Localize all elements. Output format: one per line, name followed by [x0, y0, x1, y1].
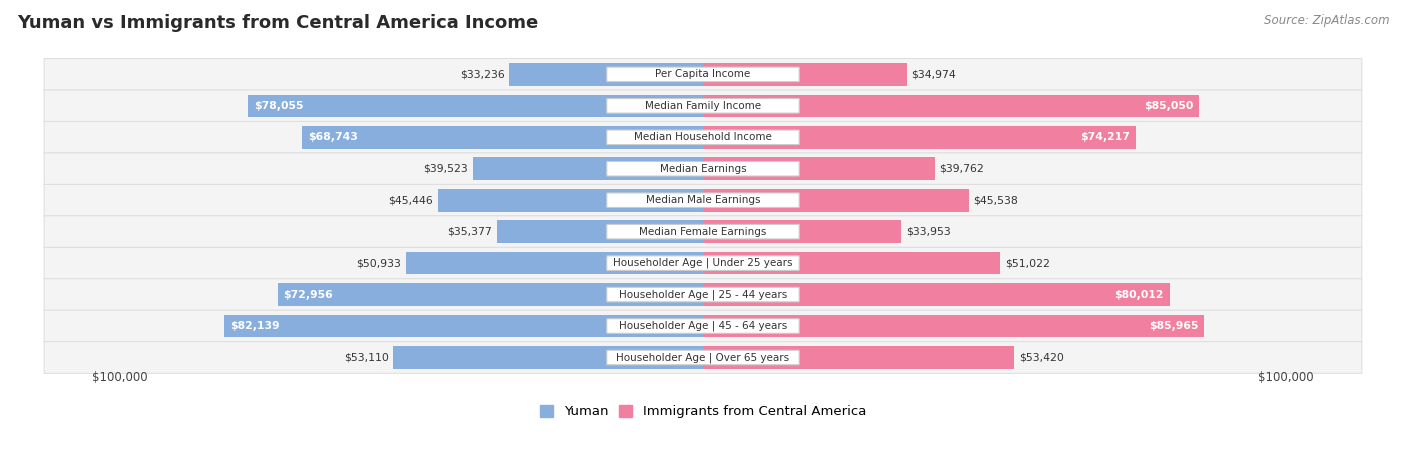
Text: $34,974: $34,974 [911, 70, 956, 79]
Bar [703, 220, 901, 243]
Text: $72,956: $72,956 [284, 290, 333, 299]
Text: $74,217: $74,217 [1080, 132, 1130, 142]
Text: $82,139: $82,139 [231, 321, 280, 331]
Text: $80,012: $80,012 [1114, 290, 1164, 299]
FancyBboxPatch shape [607, 162, 799, 176]
Text: $35,377: $35,377 [447, 226, 492, 237]
Text: $33,953: $33,953 [905, 226, 950, 237]
Text: Householder Age | 45 - 64 years: Householder Age | 45 - 64 years [619, 321, 787, 331]
Bar [472, 157, 703, 180]
Text: $39,523: $39,523 [423, 164, 468, 174]
Text: Median Earnings: Median Earnings [659, 164, 747, 174]
Bar [302, 126, 703, 149]
FancyBboxPatch shape [44, 184, 1362, 216]
Text: Median Male Earnings: Median Male Earnings [645, 195, 761, 205]
Text: Householder Age | Under 25 years: Householder Age | Under 25 years [613, 258, 793, 269]
Text: $33,236: $33,236 [460, 70, 505, 79]
Text: Source: ZipAtlas.com: Source: ZipAtlas.com [1264, 14, 1389, 27]
FancyBboxPatch shape [607, 287, 799, 302]
Bar [394, 346, 703, 369]
Text: $68,743: $68,743 [308, 132, 359, 142]
FancyBboxPatch shape [607, 99, 799, 113]
Text: $85,050: $85,050 [1143, 101, 1194, 111]
Bar [703, 189, 969, 212]
FancyBboxPatch shape [607, 256, 799, 270]
Text: $45,538: $45,538 [973, 195, 1018, 205]
Text: $85,965: $85,965 [1149, 321, 1198, 331]
Text: $78,055: $78,055 [253, 101, 304, 111]
Text: Householder Age | Over 65 years: Householder Age | Over 65 years [616, 352, 790, 363]
Bar [703, 283, 1170, 306]
Text: $100,000: $100,000 [93, 371, 148, 384]
FancyBboxPatch shape [607, 319, 799, 333]
FancyBboxPatch shape [607, 225, 799, 239]
Bar [703, 126, 1136, 149]
Text: $100,000: $100,000 [1258, 371, 1313, 384]
FancyBboxPatch shape [607, 67, 799, 82]
FancyBboxPatch shape [607, 130, 799, 145]
Text: $50,933: $50,933 [357, 258, 401, 268]
FancyBboxPatch shape [44, 121, 1362, 153]
FancyBboxPatch shape [44, 90, 1362, 122]
Bar [703, 63, 907, 86]
Text: Median Female Earnings: Median Female Earnings [640, 226, 766, 237]
Bar [439, 189, 703, 212]
FancyBboxPatch shape [44, 58, 1362, 90]
Bar [703, 94, 1199, 117]
Text: Yuman vs Immigrants from Central America Income: Yuman vs Immigrants from Central America… [17, 14, 538, 32]
Bar [703, 252, 1001, 275]
Text: $51,022: $51,022 [1005, 258, 1050, 268]
Bar [703, 346, 1015, 369]
Bar [277, 283, 703, 306]
Text: Median Family Income: Median Family Income [645, 101, 761, 111]
Text: $45,446: $45,446 [388, 195, 433, 205]
Text: Householder Age | 25 - 44 years: Householder Age | 25 - 44 years [619, 290, 787, 300]
Bar [496, 220, 703, 243]
FancyBboxPatch shape [44, 342, 1362, 373]
Bar [703, 315, 1204, 337]
FancyBboxPatch shape [44, 153, 1362, 184]
FancyBboxPatch shape [607, 350, 799, 365]
FancyBboxPatch shape [44, 216, 1362, 248]
Legend: Yuman, Immigrants from Central America: Yuman, Immigrants from Central America [534, 400, 872, 424]
Bar [406, 252, 703, 275]
Text: $53,110: $53,110 [344, 353, 388, 362]
Bar [703, 157, 935, 180]
Text: $39,762: $39,762 [939, 164, 984, 174]
FancyBboxPatch shape [44, 247, 1362, 279]
Bar [247, 94, 703, 117]
Text: Per Capita Income: Per Capita Income [655, 70, 751, 79]
FancyBboxPatch shape [44, 310, 1362, 342]
Text: Median Household Income: Median Household Income [634, 132, 772, 142]
Text: $53,420: $53,420 [1019, 353, 1064, 362]
Bar [509, 63, 703, 86]
FancyBboxPatch shape [607, 193, 799, 207]
Bar [224, 315, 703, 337]
FancyBboxPatch shape [44, 279, 1362, 311]
